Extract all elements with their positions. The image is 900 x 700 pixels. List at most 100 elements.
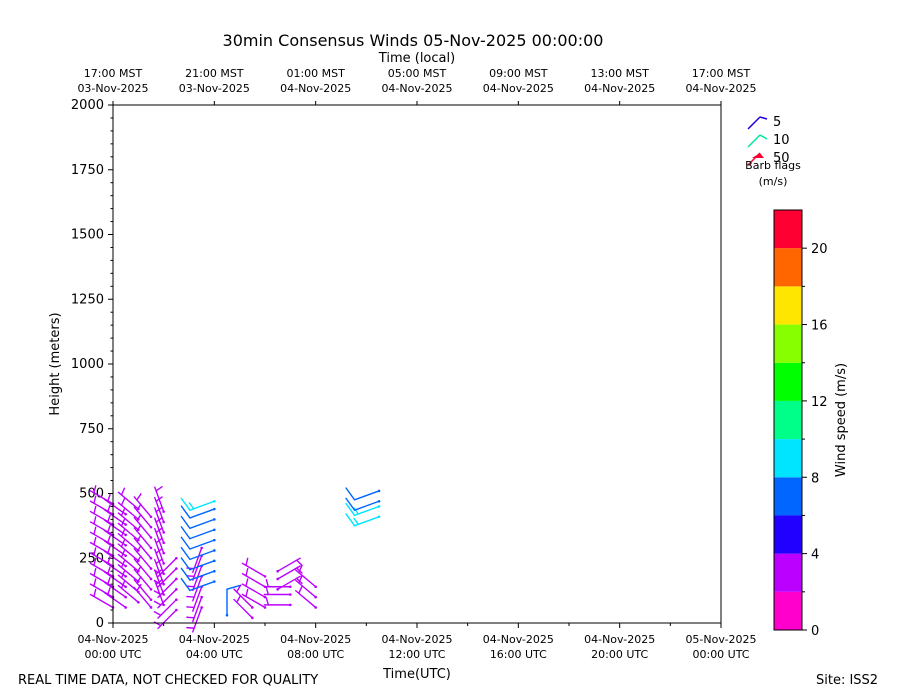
barb-station-dot — [213, 528, 216, 532]
barb-half-feather — [120, 539, 126, 548]
top-tick-label-time: 21:00 MST — [185, 67, 244, 80]
y-tick-label: 250 — [79, 551, 104, 566]
colorbar-segment — [774, 439, 802, 478]
legend-units: (m/s) — [759, 175, 788, 188]
barb-half-feather — [136, 565, 142, 574]
barb-station-dot — [213, 549, 216, 552]
barb-station-dot — [377, 505, 381, 508]
legend-label: 50 — [773, 151, 790, 166]
barb-half-feather — [106, 587, 111, 596]
wind-barb — [153, 567, 178, 588]
barb-feather — [180, 567, 191, 581]
wind-barb — [103, 514, 127, 537]
wind-barb — [345, 502, 381, 517]
barb-feather — [180, 505, 191, 519]
bottom-tick-label-date: 05-Nov-2025 — [685, 633, 756, 646]
barb-half-feather — [298, 575, 303, 584]
barb-feather — [180, 577, 191, 592]
wind-barb — [133, 503, 153, 529]
y-tick-label: 1750 — [71, 163, 104, 178]
barb-shaft — [189, 549, 216, 561]
barb-half-feather — [93, 505, 97, 515]
barb-station-dot — [149, 556, 153, 560]
barb-station-dot — [149, 515, 153, 519]
barb-station-dot — [200, 606, 203, 609]
barb-half-feather — [93, 516, 97, 525]
top-tick-label-time: 13:00 MST — [590, 67, 649, 80]
wind-barb — [133, 576, 153, 601]
colorbar-segment — [774, 210, 802, 249]
barb-feather — [345, 487, 356, 501]
barb-station-dot — [213, 559, 216, 563]
wind-barb — [153, 556, 178, 578]
colorbar-segment — [774, 362, 802, 401]
bottom-tick-label-time: 08:00 UTC — [287, 648, 344, 661]
barb-half-feather — [106, 556, 111, 565]
wind-barb — [225, 584, 242, 617]
barb-station-dot — [162, 551, 165, 555]
legend-label: 5 — [773, 115, 781, 130]
barb-station-dot — [149, 598, 153, 601]
colorbar-segment — [774, 477, 802, 516]
wind-barb — [180, 526, 216, 540]
barb-half-feather — [153, 611, 162, 616]
barb-station-dot — [124, 554, 127, 557]
barb-station-dot — [162, 572, 165, 576]
wind-barb — [133, 583, 153, 609]
top-tick-label-time: 01:00 MST — [286, 67, 345, 80]
barb-half-feather — [186, 626, 195, 629]
bottom-tick-label-date: 04-Nov-2025 — [381, 633, 452, 646]
wind-barb — [233, 584, 254, 609]
barb-shaft — [353, 490, 380, 501]
y-tick-label: 500 — [79, 487, 104, 502]
barb-half-feather — [236, 595, 242, 603]
wind-barb — [263, 597, 292, 607]
barb-half-feather — [93, 567, 97, 577]
wind-barb — [295, 565, 317, 589]
barb-half-feather — [106, 535, 111, 544]
colorbar-segment — [774, 248, 802, 287]
colorbar-tick-label: 12 — [811, 395, 828, 410]
wind-barb — [186, 595, 203, 623]
wind-barb — [180, 515, 216, 529]
barb-feather — [345, 497, 356, 511]
barb-half-feather — [106, 494, 111, 503]
barb-shaft — [189, 560, 216, 571]
wind-barb — [233, 595, 254, 620]
footer-site: Site: ISS2 — [816, 673, 879, 688]
barb-station-dot — [251, 606, 254, 609]
colorbar-segment — [774, 286, 802, 325]
barb-half-feather — [188, 502, 195, 510]
barb-station-dot — [213, 507, 216, 511]
bottom-tick-label-time: 20:00 UTC — [591, 648, 648, 661]
wind-barb — [103, 587, 127, 609]
colorbar-segment — [774, 400, 802, 440]
barb-half-feather — [186, 575, 195, 578]
wind-barb — [103, 545, 127, 568]
barb-half-feather — [353, 507, 360, 515]
barb-station-dot — [314, 595, 317, 599]
legend-barb-shaft — [747, 116, 761, 130]
y-tick-label: 1250 — [71, 292, 104, 307]
barb-station-dot — [276, 577, 279, 581]
barb-station-dot — [162, 603, 165, 607]
barb-half-feather — [353, 517, 360, 526]
top-tick-label-time: 09:00 MST — [489, 67, 548, 80]
barb-feather — [180, 515, 191, 529]
speed-colorbar: 0 4 8 12 16 20 — [773, 209, 828, 639]
barb-half-feather — [298, 565, 303, 574]
wind-barb — [186, 606, 203, 633]
barb-half-feather — [93, 547, 97, 556]
wind-barb — [117, 580, 140, 604]
legend-barb-feather — [759, 134, 768, 140]
barb-station-dot — [377, 499, 381, 503]
barb-station-dot — [149, 536, 153, 539]
top-axis-ticks: 17:00 MST 03-Nov-2025 21:00 MST 03-Nov-2025… — [77, 67, 757, 105]
wind-barb — [153, 577, 178, 599]
wind-barb — [133, 493, 153, 519]
wind-barb — [133, 565, 153, 591]
top-tick-label-date: 04-Nov-2025 — [685, 82, 756, 95]
wind-barb — [103, 525, 127, 547]
barb-shaft — [189, 580, 216, 592]
